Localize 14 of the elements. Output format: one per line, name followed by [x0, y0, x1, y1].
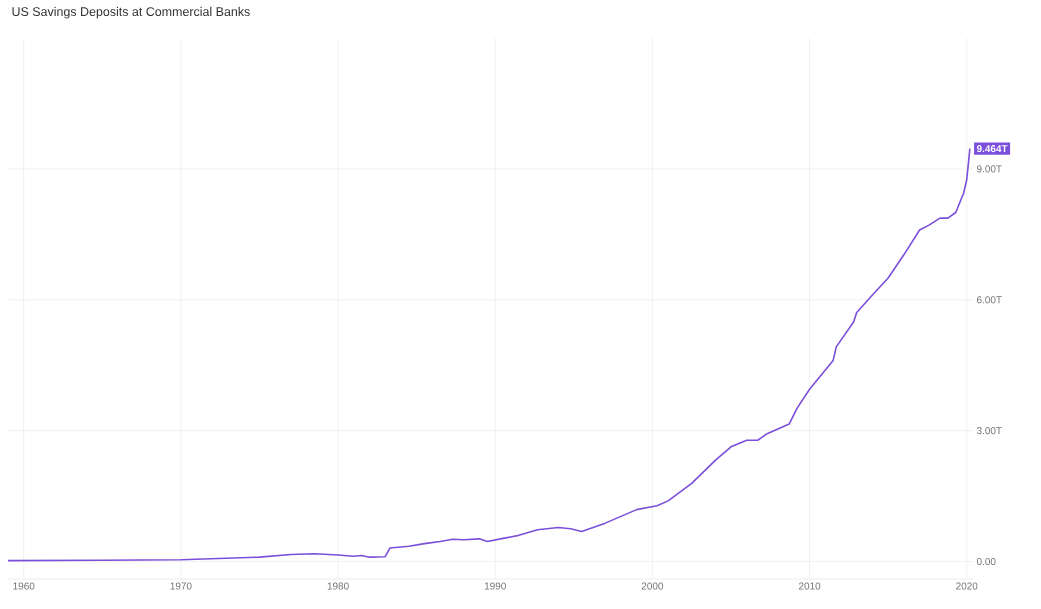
x-tick-label: 2010 — [798, 582, 821, 590]
x-tick-label: 1980 — [327, 582, 349, 590]
line-series — [7, 147, 971, 562]
chart-title: US Savings Deposits at Commercial Banks — [12, 6, 250, 19]
y-tick-label: 6.00T — [977, 296, 1002, 304]
x-tick-label: 1960 — [13, 582, 35, 590]
x-tick-label: 2020 — [956, 582, 978, 590]
x-tick-label: 1970 — [170, 582, 192, 590]
annotation: 9.464T — [976, 145, 1008, 153]
x-tick-label: 1990 — [484, 582, 506, 590]
y-tick-label: 0.00 — [976, 558, 996, 566]
y-tick-label: 3.00T — [976, 427, 1002, 435]
y-tick-label: 9.00T — [977, 165, 1002, 173]
x-tick-label: 2000 — [641, 582, 664, 590]
